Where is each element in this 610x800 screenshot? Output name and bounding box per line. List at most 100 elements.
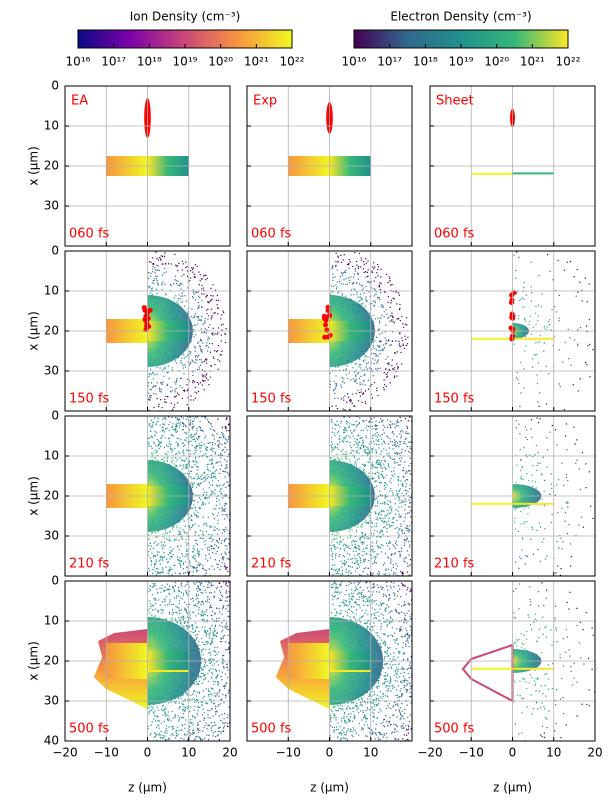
electron-particle	[177, 533, 180, 536]
laser-remnant	[509, 311, 515, 317]
electron-particle	[375, 451, 377, 453]
electron-particle	[203, 331, 205, 334]
electron-particle	[150, 419, 152, 421]
electron-particle	[179, 531, 181, 533]
electron-particle	[543, 490, 545, 492]
electron-particle	[214, 451, 217, 453]
electron-particle	[334, 458, 337, 460]
electron-particle	[174, 572, 176, 574]
electron-particle	[371, 522, 374, 524]
electron-particle	[210, 365, 212, 367]
electron-particle	[399, 528, 401, 530]
electron-particle	[213, 517, 216, 520]
electron-particle	[174, 381, 176, 383]
electron-particle	[204, 331, 206, 333]
electron-particle	[199, 529, 202, 531]
electron-particle	[206, 463, 208, 466]
electron-particle	[175, 295, 177, 297]
electron-particle	[515, 277, 517, 279]
electron-particle	[171, 369, 174, 371]
electron-particle	[340, 386, 343, 388]
electron-particle	[388, 339, 390, 341]
electron-particle	[148, 545, 150, 547]
electron-particle	[183, 699, 185, 702]
electron-particle	[537, 320, 539, 322]
electron-particle	[336, 457, 339, 459]
electron-particle	[381, 438, 383, 440]
electron-particle	[403, 532, 406, 534]
electron-particle	[376, 427, 378, 430]
electron-particle	[534, 454, 536, 456]
electron-particle	[178, 452, 181, 454]
electron-particle	[539, 560, 541, 562]
electron-particle	[203, 541, 205, 543]
electron-particle	[155, 559, 157, 561]
electron-particle	[157, 269, 159, 271]
electron-particle	[193, 478, 195, 480]
electron-particle	[536, 504, 539, 506]
electron-particle	[527, 479, 530, 482]
electron-particle	[336, 542, 338, 544]
electron-particle	[183, 452, 185, 454]
electron-particle	[178, 297, 180, 300]
electron-particle	[376, 505, 379, 507]
electron-particle	[360, 536, 362, 539]
electron-particle	[350, 399, 352, 401]
electron-particle	[379, 490, 381, 492]
electron-particle	[408, 506, 410, 508]
electron-particle	[340, 541, 342, 543]
electron-particle	[150, 389, 152, 391]
electron-particle	[162, 533, 164, 535]
electron-particle	[360, 437, 362, 440]
electron-particle	[150, 395, 152, 397]
electron-particle	[370, 442, 372, 444]
electron-particle	[193, 453, 195, 455]
electron-particle	[340, 384, 342, 386]
electron-particle	[377, 502, 379, 504]
electron-particle	[364, 471, 366, 473]
electron-particle	[382, 510, 384, 512]
electron-particle	[525, 345, 527, 347]
electron-particle	[581, 452, 584, 454]
electron-particle	[531, 526, 533, 528]
electron-particle	[348, 267, 350, 269]
electron-particle	[339, 536, 341, 538]
electron-particle	[360, 257, 362, 259]
electron-particle	[343, 279, 345, 281]
electron-particle	[154, 710, 156, 712]
electron-particle	[198, 507, 201, 510]
electron-particle	[359, 467, 361, 469]
electron-particle	[382, 533, 384, 536]
electron-particle	[147, 442, 149, 444]
electron-particle	[208, 481, 210, 483]
electron-particle	[203, 322, 205, 324]
electron-particle	[367, 453, 370, 455]
electron-particle	[192, 486, 194, 488]
electron-particle	[365, 449, 367, 451]
electron-particle	[164, 453, 167, 455]
electron-particle	[403, 558, 405, 560]
colorbar-tick-label: 10¹⁸	[413, 55, 438, 69]
electron-particle	[376, 436, 379, 438]
electron-particle	[205, 448, 207, 450]
electron-particle	[191, 436, 193, 439]
electron-particle	[537, 341, 539, 343]
electron-particle	[217, 566, 219, 569]
electron-particle	[148, 538, 150, 540]
electron-particle	[390, 478, 392, 480]
electron-particle	[181, 292, 183, 294]
electron-particle	[367, 275, 369, 277]
column-label: EA	[71, 94, 88, 109]
electron-particle	[190, 399, 192, 401]
electron-particle	[560, 568, 562, 570]
electron-particle	[204, 737, 206, 739]
electron-particle	[552, 345, 554, 347]
electron-particle	[368, 522, 370, 524]
electron-particle	[357, 296, 359, 298]
electron-particle	[172, 548, 174, 550]
electron-particle	[188, 441, 191, 443]
electron-particle	[393, 298, 395, 300]
electron-particle	[181, 560, 183, 562]
electron-particle	[154, 456, 156, 459]
colorbar-label: Electron Density (cm⁻³)	[390, 10, 531, 24]
